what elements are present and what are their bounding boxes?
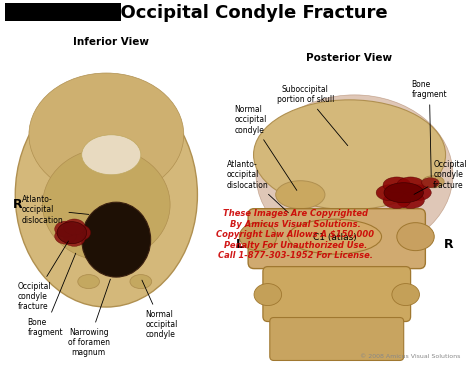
Text: Inferior View: Inferior View <box>73 37 149 47</box>
Ellipse shape <box>57 222 87 244</box>
Ellipse shape <box>288 219 382 254</box>
Ellipse shape <box>404 185 431 201</box>
Ellipse shape <box>383 193 410 209</box>
Text: Normal
occipital
condyle: Normal occipital condyle <box>234 105 297 190</box>
Text: Normal
occipital
condyle: Normal occipital condyle <box>142 280 178 339</box>
Text: Bone
fragment: Bone fragment <box>27 253 76 337</box>
Ellipse shape <box>254 100 446 210</box>
Ellipse shape <box>239 223 277 251</box>
Ellipse shape <box>130 274 152 288</box>
Text: Bone
fragment: Bone fragment <box>411 80 447 177</box>
Ellipse shape <box>421 178 439 188</box>
Ellipse shape <box>82 202 151 277</box>
Ellipse shape <box>55 228 76 244</box>
Ellipse shape <box>64 219 85 235</box>
Ellipse shape <box>376 185 404 201</box>
Text: © 2008 Amicus Visual Solutions: © 2008 Amicus Visual Solutions <box>360 354 461 359</box>
Ellipse shape <box>397 193 424 209</box>
Text: Occipital
condyle
fracture: Occipital condyle fracture <box>18 241 68 311</box>
Bar <box>5 3 121 21</box>
Ellipse shape <box>392 284 419 306</box>
Ellipse shape <box>29 73 184 197</box>
Text: Atlanto-
occipital
dislocation: Atlanto- occipital dislocation <box>227 160 289 213</box>
Ellipse shape <box>276 181 325 209</box>
Ellipse shape <box>254 284 282 306</box>
Ellipse shape <box>69 225 91 240</box>
Text: Occipital
condyle
fracture: Occipital condyle fracture <box>414 160 467 194</box>
Ellipse shape <box>15 82 198 307</box>
Ellipse shape <box>384 183 423 203</box>
Text: Atlanto-
occipital
dislocation: Atlanto- occipital dislocation <box>22 195 89 225</box>
FancyBboxPatch shape <box>248 209 425 269</box>
Ellipse shape <box>78 274 100 288</box>
Text: C1 (atlas): C1 (atlas) <box>313 233 356 242</box>
Ellipse shape <box>397 177 424 193</box>
Ellipse shape <box>82 135 141 175</box>
Text: Narrowing
of foramen
magnum: Narrowing of foramen magnum <box>68 279 110 357</box>
Text: L: L <box>236 238 244 251</box>
Text: 's Occipital Condyle Fracture: 's Occipital Condyle Fracture <box>99 4 388 22</box>
Text: Posterior View: Posterior View <box>307 53 392 63</box>
Ellipse shape <box>383 177 410 193</box>
Ellipse shape <box>43 149 170 261</box>
Text: These Images Are Copyrighted
By Amicus Visual Solutions.
Copyright Law Allows A : These Images Are Copyrighted By Amicus V… <box>216 209 374 260</box>
FancyBboxPatch shape <box>263 266 410 321</box>
Text: R: R <box>13 198 23 211</box>
Text: R: R <box>444 238 454 251</box>
FancyBboxPatch shape <box>270 318 404 361</box>
Ellipse shape <box>256 95 453 255</box>
Ellipse shape <box>422 176 444 188</box>
Ellipse shape <box>64 230 85 246</box>
Ellipse shape <box>55 221 76 237</box>
Text: Suboccipital
portion of skull: Suboccipital portion of skull <box>276 85 348 146</box>
Ellipse shape <box>397 223 434 251</box>
